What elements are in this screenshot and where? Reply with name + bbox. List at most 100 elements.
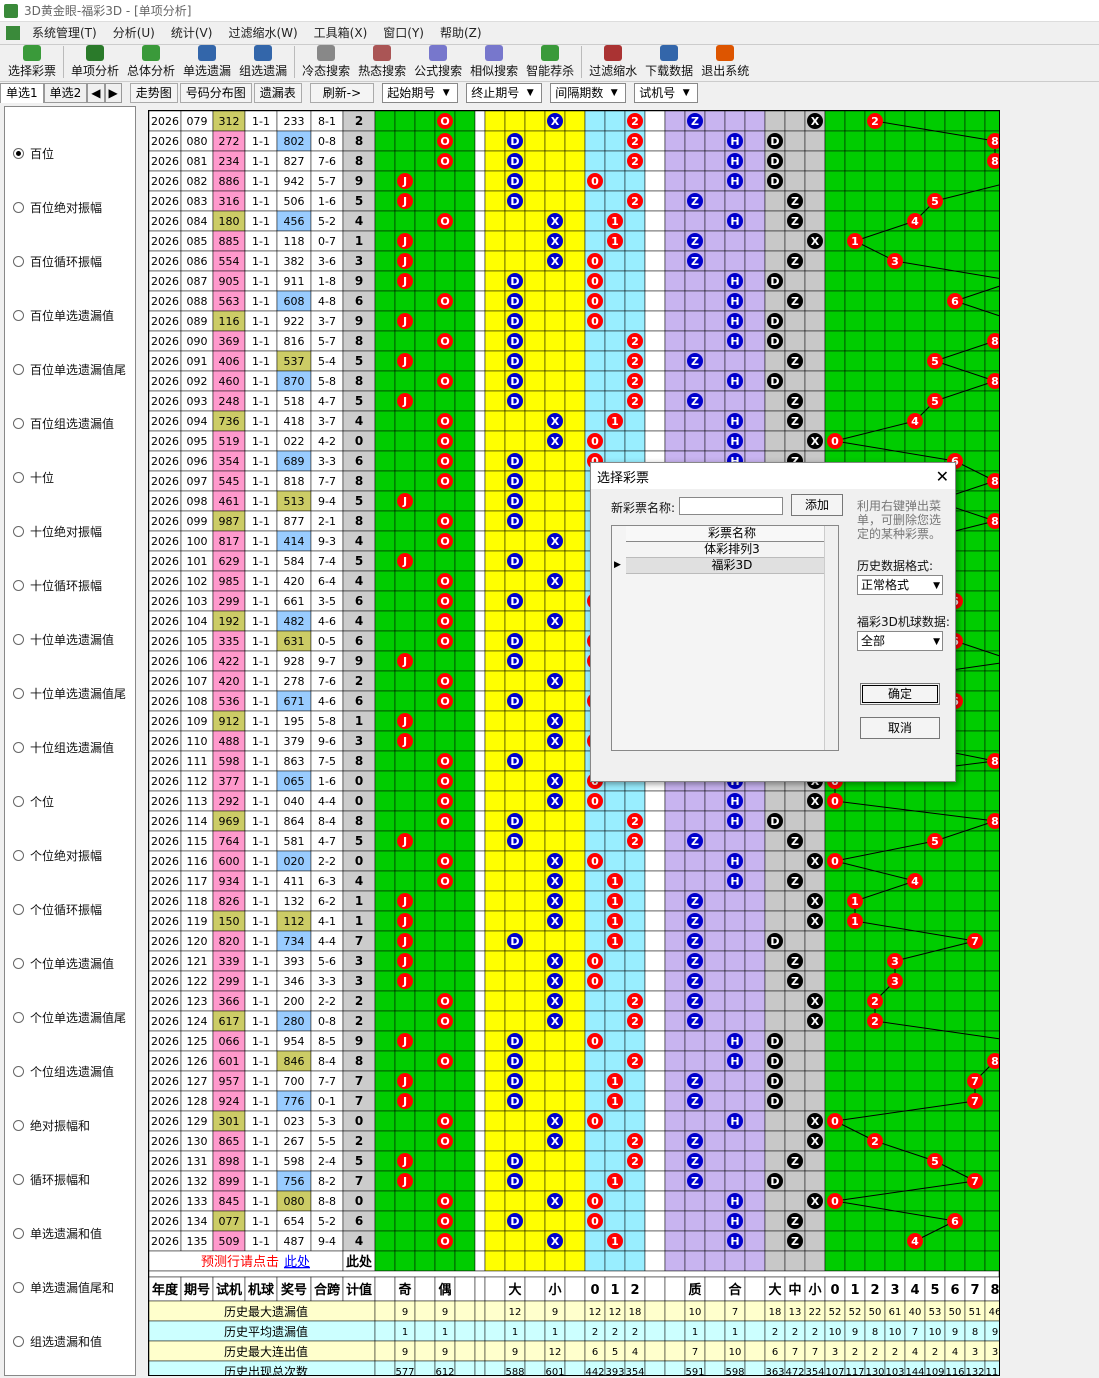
option-13[interactable]: 个位绝对振幅 [13,847,102,864]
option-22[interactable]: 组选遗漏和值 [13,1333,102,1350]
tab-scroll-right-icon[interactable]: ▶ [104,83,122,103]
toolbar-button-2[interactable]: 总体分析 [123,45,179,81]
toolbar-button-9[interactable]: 智能荐杀 [522,45,578,81]
mdi-window-icon[interactable] [6,25,20,40]
view-trend-button[interactable]: 走势图 [129,83,178,103]
stats-value: 12 [589,1307,602,1318]
option-17[interactable]: 个位组选遗漏值 [13,1063,114,1080]
add-button[interactable]: 添加 [791,494,843,516]
machine-cell: 1-1 [252,615,270,628]
format-select[interactable]: 正常格式 ▼ [857,575,943,595]
span-cell: 6-3 [318,875,336,888]
option-11[interactable]: 十位组选遗漏值 [13,739,114,756]
span-cell: 6-4 [318,575,336,588]
year-cell: 2026 [151,1015,179,1028]
toolbar-button-8[interactable]: 相似搜索 [466,45,522,81]
toolbar-button-5[interactable]: 冷态搜索 [298,45,354,81]
option-14[interactable]: 个位循环振幅 [13,901,102,918]
big-ball-icon [507,833,523,849]
option-21[interactable]: 单选遗漏值尾和 [13,1279,114,1296]
ball-data-select[interactable]: 全部 ▼ [857,631,943,651]
option-6[interactable]: 十位 [13,469,54,486]
option-label: 百位 [30,147,55,161]
view-omission-button[interactable]: 遗漏表 [253,83,302,103]
menu-statistics[interactable]: 统计(V) [170,26,213,40]
stats-value: 472 [785,1367,804,1375]
option-4[interactable]: 百位单选遗漏值尾 [13,361,126,378]
cancel-button[interactable]: 取消 [860,717,940,739]
close-icon[interactable]: ✕ [935,466,949,486]
prize-cell: 922 [284,315,305,328]
toolbar-button-1[interactable]: 单项分析 [67,45,123,81]
option-8[interactable]: 十位循环振幅 [13,577,102,594]
start-period-select[interactable]: 起始期号 ▼ [382,83,459,103]
span-cell: 2-2 [318,995,336,1008]
option-15[interactable]: 个位单选遗漏值 [13,955,114,972]
option-2[interactable]: 百位循环振幅 [13,253,102,270]
tab-single2[interactable]: 单选2 [43,83,88,103]
option-16[interactable]: 个位单选遗漏值尾 [13,1009,126,1026]
period-cell: 106 [187,655,208,668]
menu-system[interactable]: 系统管理(T) [32,26,97,40]
digit-ball-icon [847,893,863,909]
toolbar-button-3[interactable]: 单选遗漏 [179,45,235,81]
tab-scroll-left-icon[interactable]: ◀ [87,83,105,103]
trial-cell: 957 [219,1075,240,1088]
span-cell: 4-8 [318,295,336,308]
remainder-ball-icon-label: 0 [591,255,599,268]
trial-number-select[interactable]: 试机号 ▼ [634,83,699,103]
remainder-ball-icon-label: 1 [611,875,619,888]
title-bar: 3D黄金眼-福彩3D - [单项分析] [0,0,1099,22]
option-7[interactable]: 十位绝对振幅 [13,523,102,540]
menu-help[interactable]: 帮助(Z) [439,26,482,40]
count-cell: 3 [355,954,363,968]
machine-cell: 1-1 [252,1115,270,1128]
lottery-list[interactable]: 彩票名称 体彩排列3 福彩3D ▶ [611,525,839,751]
header-digit: 4 [910,1283,919,1298]
view-distribution-button[interactable]: 号码分布图 [179,83,252,103]
composite-ball-icon-label: H [730,1195,739,1208]
toolbar-button-12[interactable]: 退出系统 [697,45,753,81]
trial-cell: 316 [219,195,240,208]
ok-button[interactable]: 确定 [860,683,940,705]
big-ball-icon [507,593,523,609]
xiao-ball-icon-label: X [811,115,820,128]
menu-filter[interactable]: 过滤缩水(W) [228,26,298,40]
digit-ball-icon-label: 6 [951,295,959,308]
zhong-ball-icon [787,353,803,369]
toolbar-button-11[interactable]: 下载数据 [641,45,697,81]
interval-select[interactable]: 间隔期数 ▼ [550,83,627,103]
option-19[interactable]: 循环振幅和 [13,1171,90,1188]
list-item[interactable]: 体彩排列3 [626,542,838,558]
end-period-select[interactable]: 终止期号 ▼ [466,83,543,103]
option-9[interactable]: 十位单选遗漏值 [13,631,114,648]
option-3[interactable]: 百位单选遗漏值 [13,307,114,324]
prize-cell: 065 [284,775,305,788]
toolbar-button-4[interactable]: 组选遗漏 [235,45,291,81]
toolbar-button-6[interactable]: 热态搜索 [354,45,410,81]
tab-single1[interactable]: 单选1 [0,83,44,103]
menu-analysis[interactable]: 分析(U) [112,26,155,40]
option-10[interactable]: 十位单选遗漏值尾 [13,685,126,702]
toolbar-button-7[interactable]: 公式搜索 [410,45,466,81]
menu-tools[interactable]: 工具箱(X) [313,26,368,40]
option-12[interactable]: 个位 [13,793,54,810]
option-18[interactable]: 绝对振幅和 [13,1117,90,1134]
option-5[interactable]: 百位组选遗漏值 [13,415,114,432]
list-item[interactable]: 福彩3D [626,558,838,574]
option-0[interactable]: 百位 [13,145,54,162]
even-ball-icon [437,773,453,789]
even-ball-icon [437,433,453,449]
predict-link[interactable]: 此处 [284,1255,310,1270]
option-20[interactable]: 单选遗漏和值 [13,1225,102,1242]
menu-window[interactable]: 窗口(Y) [383,26,424,40]
toolbar-button-0[interactable]: 选择彩票 [4,45,60,81]
option-1[interactable]: 百位绝对振幅 [13,199,102,216]
refresh-button[interactable]: 刷新-> [309,83,375,103]
menu-bar: 系统管理(T) 分析(U) 统计(V) 过滤缩水(W) 工具箱(X) 窗口(Y)… [0,22,1099,43]
big-ball-icon-label: D [510,935,519,948]
lottery-name-input[interactable] [679,497,783,515]
toolbar-button-10[interactable]: 过滤缩水 [585,45,641,81]
year-cell: 2026 [151,755,179,768]
list-scrollbar[interactable] [824,526,838,750]
